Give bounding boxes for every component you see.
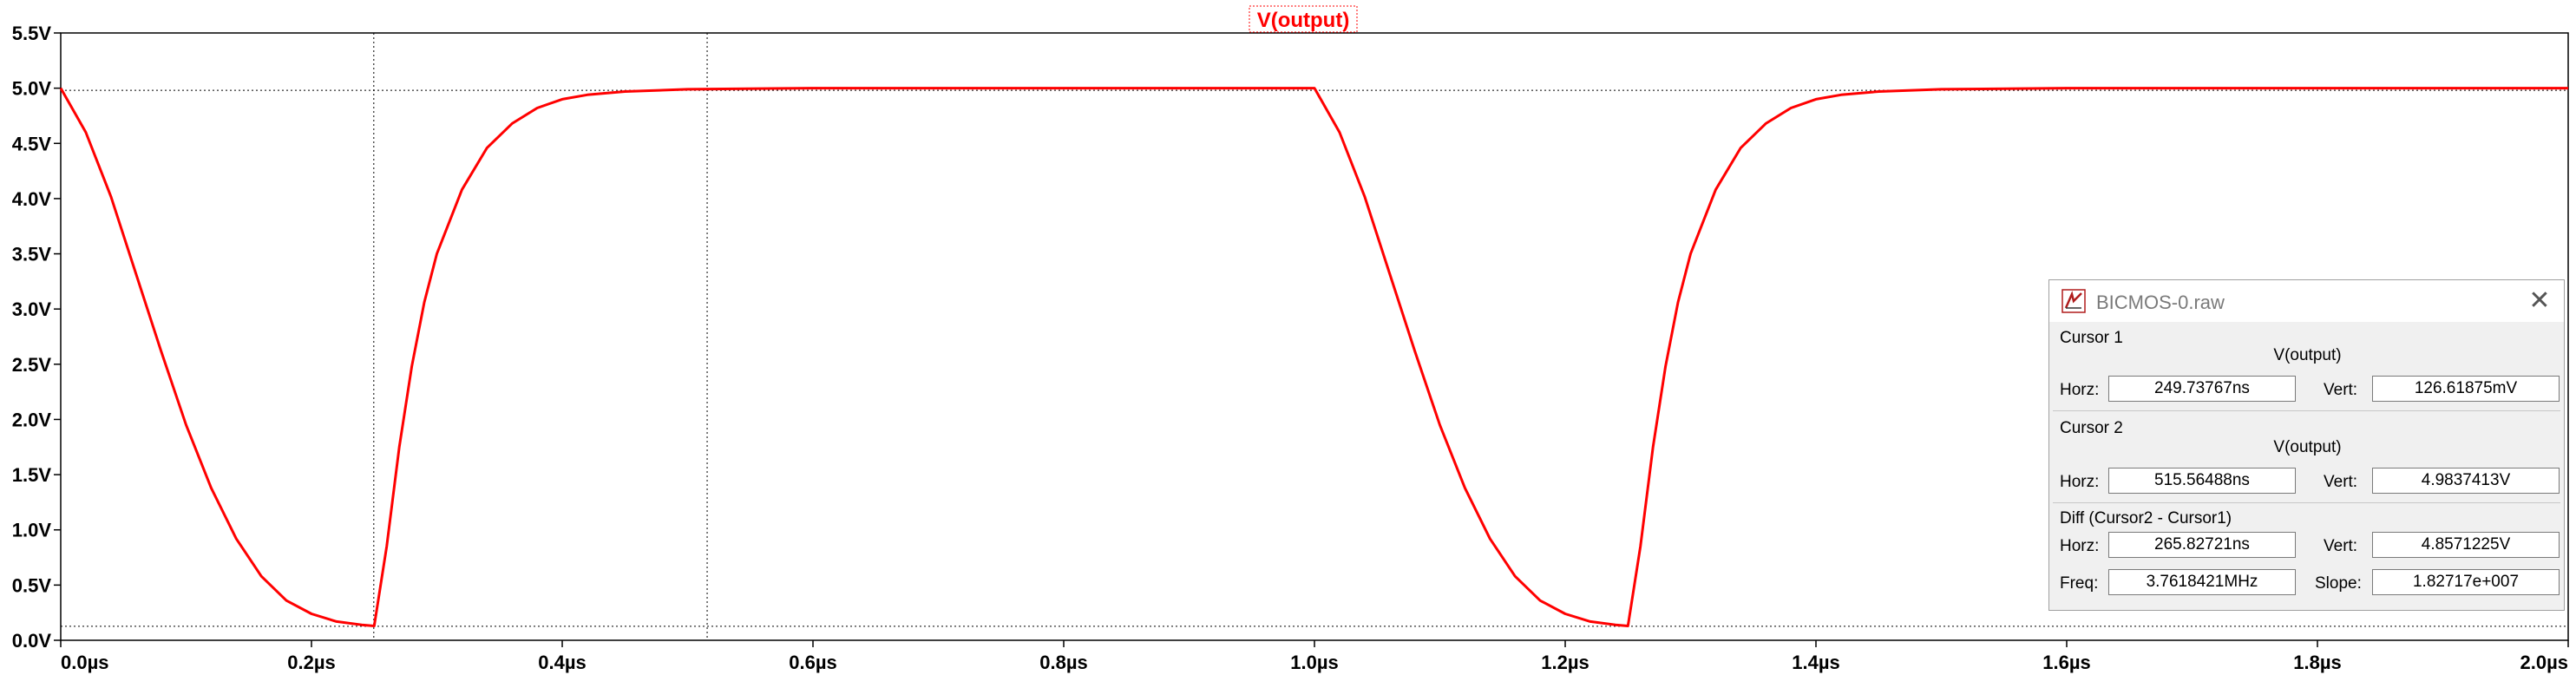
y-tick-label: 3.5V xyxy=(12,244,52,265)
freq-field[interactable]: 3.7618421MHz xyxy=(2108,569,2296,595)
diff-label: Diff (Cursor2 - Cursor1) xyxy=(2060,509,2232,527)
x-axis-ticks: 0.0µs 0.2µs 0.4µs 0.6µs 0.8µs 1.0µs 1.2µs 1.4µs… xyxy=(60,640,2569,673)
trace-title[interactable]: V(output) xyxy=(1249,5,1358,33)
y-tick-label: 2.5V xyxy=(12,354,52,376)
x-tick-label: 0.4µs xyxy=(538,652,587,673)
slope-field[interactable]: 1.82717e+007 xyxy=(2372,569,2560,595)
x-tick-label: 0.8µs xyxy=(1039,652,1088,673)
dialog-title: BICMOS-0.raw xyxy=(2096,292,2225,313)
y-tick-label: 5.5V xyxy=(12,23,52,44)
x-tick-label: 1.2µs xyxy=(1541,652,1590,673)
x-tick-label: 0.2µs xyxy=(287,652,336,673)
x-tick-label: 1.4µs xyxy=(1792,652,1840,673)
y-tick-label: 1.5V xyxy=(12,464,52,486)
cursor2-label: Cursor 2 xyxy=(2060,419,2123,437)
cursor1-horz-label: Horz: xyxy=(2060,381,2100,399)
cursor-dialog[interactable]: BICMOS-0.raw ✕ Cursor 1 V(output) Horz: … xyxy=(2048,279,2565,611)
cursor2-horz-field[interactable]: 515.56488ns xyxy=(2108,468,2296,494)
cursor2-horz-label: Horz: xyxy=(2060,473,2100,491)
x-tick-label: 0.6µs xyxy=(789,652,837,673)
x-tick-label: 1.8µs xyxy=(2293,652,2342,673)
freq-label: Freq: xyxy=(2060,574,2099,593)
y-tick-label: 0.0V xyxy=(12,630,52,652)
y-tick-label: 2.0V xyxy=(12,409,52,430)
x-tick-label: 2.0µs xyxy=(2520,652,2569,673)
cursor2-vert-label: Vert: xyxy=(2324,473,2358,491)
diff-horz-label: Horz: xyxy=(2060,537,2100,555)
y-axis-ticks: 0.0V 0.5V 1.0V 1.5V 2.0V 2.5V 3.0V 3.5V 4.0V 4.5V… xyxy=(12,23,61,652)
y-tick-label: 3.0V xyxy=(12,298,52,320)
y-tick-label: 4.5V xyxy=(12,133,52,154)
cursor2-trace-name: V(output) xyxy=(2273,438,2342,456)
y-tick-label: 5.0V xyxy=(12,78,52,100)
cursor1-trace-name: V(output) xyxy=(2273,346,2342,364)
cursor1-label: Cursor 1 xyxy=(2060,329,2123,347)
separator xyxy=(2053,502,2560,503)
x-tick-label: 1.6µs xyxy=(2042,652,2091,673)
cursor1-vert-label: Vert: xyxy=(2324,381,2358,399)
ltspice-logo-icon xyxy=(2061,289,2086,313)
diff-vert-field[interactable]: 4.8571225V xyxy=(2372,532,2560,558)
cursor1-horz-field[interactable]: 249.73767ns xyxy=(2108,376,2296,402)
y-tick-label: 0.5V xyxy=(12,574,52,596)
y-tick-label: 4.0V xyxy=(12,188,52,210)
series-line-v-output xyxy=(59,87,2568,627)
cursor1-vert-field[interactable]: 126.61875mV xyxy=(2372,376,2560,402)
diff-horz-field[interactable]: 265.82721ns xyxy=(2108,532,2296,558)
x-tick-label: 0.0µs xyxy=(61,652,109,673)
diff-vert-label: Vert: xyxy=(2324,537,2358,555)
cursor2-vert-field[interactable]: 4.9837413V xyxy=(2372,468,2560,494)
slope-label: Slope: xyxy=(2315,574,2362,593)
trace-title-box xyxy=(1249,5,1358,33)
close-icon[interactable]: ✕ xyxy=(2528,286,2551,315)
dialog-titlebar[interactable]: BICMOS-0.raw ✕ xyxy=(2049,280,2564,322)
x-tick-label: 1.0µs xyxy=(1290,652,1339,673)
trace-layer xyxy=(59,87,2568,627)
separator xyxy=(2053,410,2560,411)
trace-title-label[interactable]: V(output) xyxy=(1257,9,1350,32)
y-tick-label: 1.0V xyxy=(12,520,52,541)
